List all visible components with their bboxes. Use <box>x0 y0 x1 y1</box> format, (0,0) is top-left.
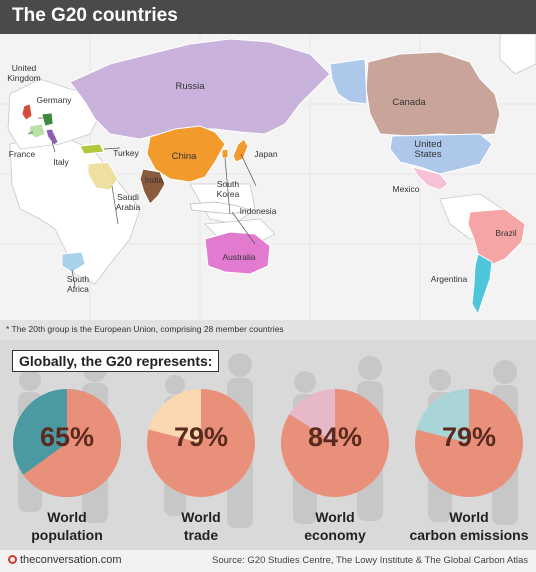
label-italy: Italy <box>53 157 69 167</box>
country-italy <box>45 128 59 146</box>
pie-svg <box>281 389 389 497</box>
label-united-kingdom: United Kingdom <box>7 63 41 83</box>
label-argentina: Argentina <box>430 274 468 284</box>
country-germany <box>41 112 54 127</box>
footer: theconversation.com Source: G20 Studies … <box>0 550 536 572</box>
footnote-text: * The 20th group is the European Union, … <box>6 324 284 334</box>
country-south-africa <box>61 251 86 273</box>
pie-slice-g20 <box>281 389 389 497</box>
brand-link[interactable]: theconversation.com <box>8 554 122 566</box>
label-mexico: Mexico <box>392 184 420 194</box>
pie-value-label: 79% <box>441 422 497 452</box>
pie-category-line2: population <box>31 527 103 543</box>
label-united-states: United States <box>414 139 442 160</box>
landmass-greenland <box>499 34 536 75</box>
label-indonesia: Indonesia <box>239 206 277 216</box>
pie-category-label: World economy <box>270 508 400 544</box>
pie-value-label: 84% <box>307 422 363 452</box>
country-russia <box>69 38 331 140</box>
label-russia: Russia <box>175 81 205 92</box>
pie-chart: 79% <box>146 388 256 498</box>
pie-category-label: World carbon emissions <box>404 508 534 544</box>
pie-category-line1: World <box>449 509 489 525</box>
pie-slice-g20 <box>415 389 523 497</box>
pie-slice-g20 <box>23 389 122 497</box>
pie-svg <box>415 389 523 497</box>
pie-chart: 79% <box>414 388 524 498</box>
country-argentina <box>471 253 493 316</box>
country-south-korea <box>221 148 229 159</box>
country-saudi-arabia <box>87 161 119 191</box>
pie-value-label: 79% <box>173 422 229 452</box>
label-brazil: Brazil <box>495 228 517 238</box>
label-south-korea: South Korea <box>216 179 240 199</box>
pie-category-line1: World <box>47 509 87 525</box>
pie-category-line2: carbon emissions <box>409 527 529 543</box>
label-china: China <box>171 151 197 162</box>
subtitle: Globally, the G20 represents: <box>12 350 220 372</box>
country-turkey <box>79 143 105 155</box>
label-india: India <box>144 175 164 185</box>
title-bar: The G20 countries <box>0 0 536 34</box>
pie-svg <box>13 389 122 497</box>
country-france <box>28 123 46 139</box>
country-us-alaska <box>329 58 368 105</box>
pie-category-line2: economy <box>304 527 366 543</box>
country-indonesia <box>189 201 252 215</box>
pie-category-line1: World <box>315 509 355 525</box>
page-title: The G20 countries <box>12 5 178 26</box>
pie-chart: 65% <box>12 388 122 498</box>
world-map: United Kingdom Germany France Italy Russ… <box>0 34 536 320</box>
world-map-graphic <box>0 34 536 320</box>
country-japan <box>232 138 249 163</box>
country-mexico <box>410 166 449 191</box>
pie-chart: 84% <box>280 388 390 498</box>
pie-category-label: World population <box>2 508 132 544</box>
country-united-kingdom <box>21 103 33 121</box>
country-china <box>146 125 226 183</box>
label-turkey: Turkey <box>113 148 139 158</box>
pie-category-line1: World <box>181 509 221 525</box>
label-france: France <box>8 149 36 159</box>
label-australia: Australia <box>222 252 256 262</box>
label-canada: Canada <box>392 97 426 108</box>
pie-category-line2: trade <box>183 527 219 543</box>
country-canada <box>365 51 501 137</box>
brand-text: theconversation.com <box>20 554 122 566</box>
country-india <box>139 168 166 205</box>
source-text: Source: G20 Studies Centre, The Lowy Ins… <box>212 555 528 566</box>
pie-svg <box>147 389 255 497</box>
pie-slice-g20 <box>147 389 255 497</box>
label-south-africa: South Africa <box>66 274 90 294</box>
country-brazil <box>467 208 526 267</box>
stats-panel: Globally, the G20 represents: 65% 79% 84… <box>0 340 536 550</box>
label-saudi-arabia: Saudi Arabia <box>115 192 141 212</box>
brand-logo-icon <box>8 555 17 564</box>
country-united-states <box>389 133 493 175</box>
footnote-bar: * The 20th group is the European Union, … <box>0 320 536 340</box>
label-japan: Japan <box>254 149 278 159</box>
pie-value-label: 65% <box>39 422 95 452</box>
pie-category-label: World trade <box>136 508 266 544</box>
label-germany: Germany <box>36 95 72 105</box>
